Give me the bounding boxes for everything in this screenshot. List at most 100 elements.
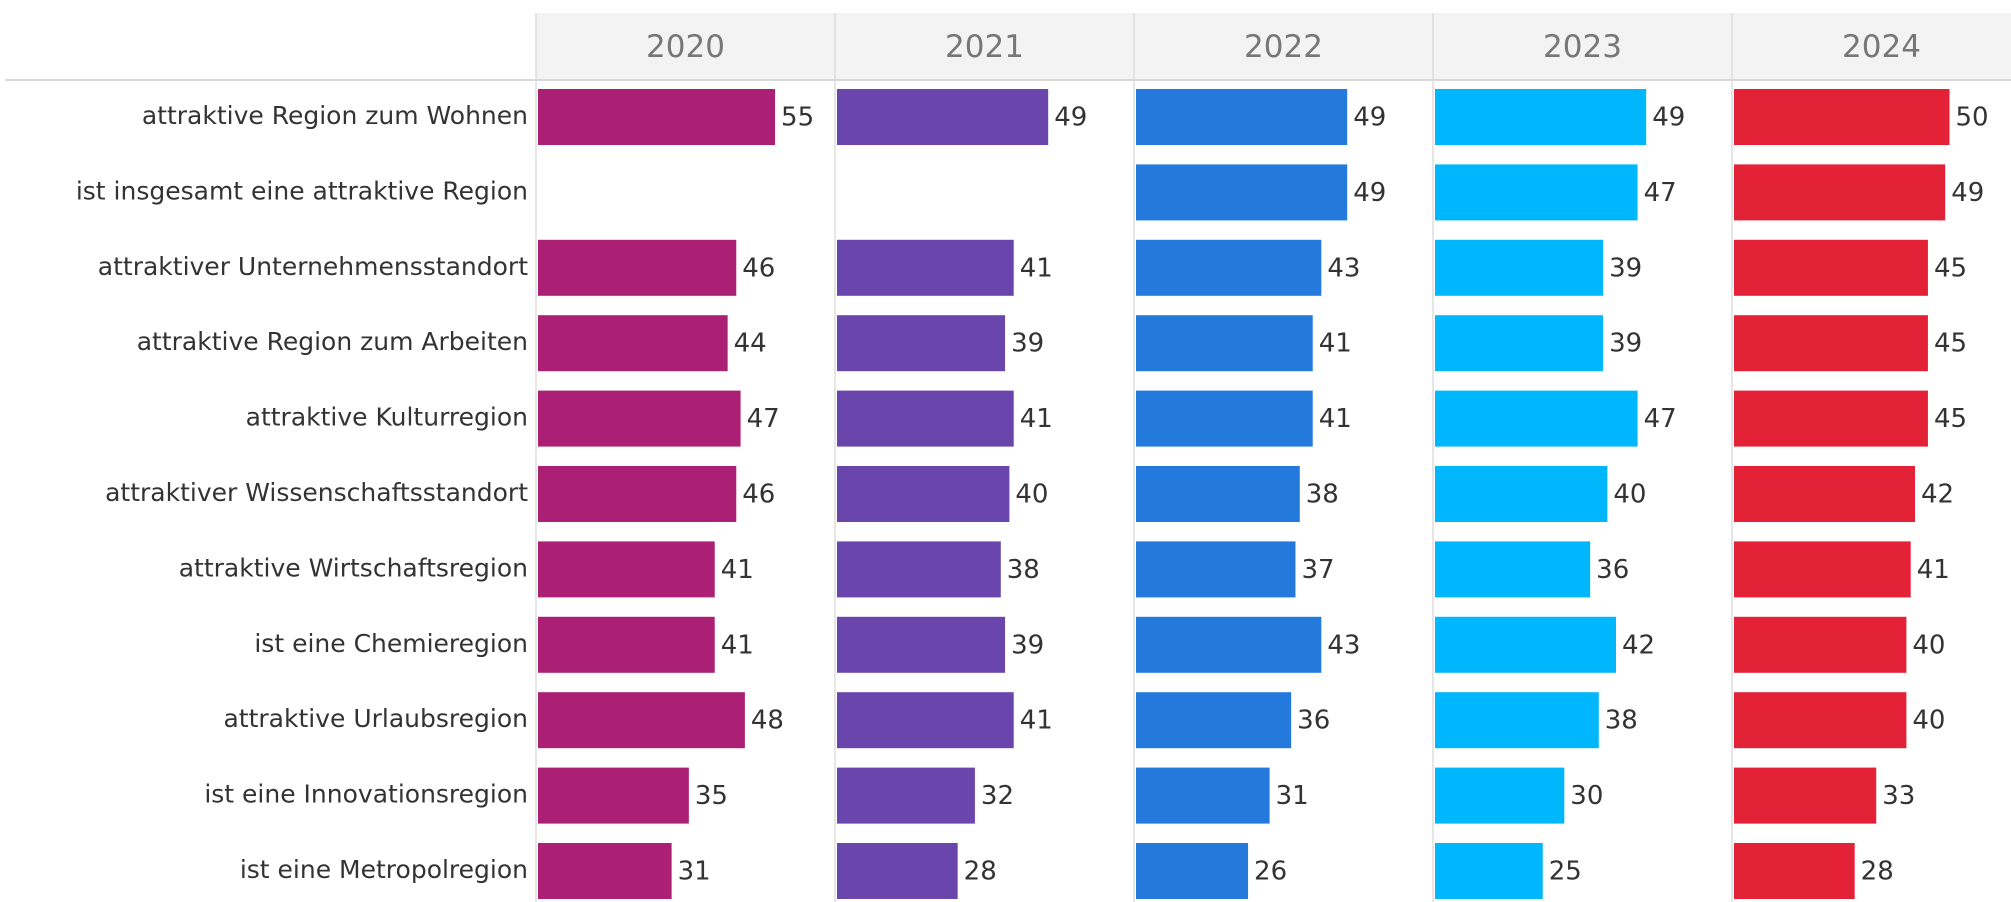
value-label: 48	[751, 706, 784, 736]
category-label: attraktive Region zum Arbeiten	[137, 327, 528, 356]
bar	[538, 315, 728, 372]
bar	[1435, 89, 1647, 145]
bar	[837, 767, 975, 824]
value-label: 33	[1882, 781, 1915, 811]
value-label: 40	[1912, 630, 1945, 660]
value-label: 26	[1254, 857, 1287, 887]
value-label: 41	[1020, 253, 1053, 283]
bar	[1734, 767, 1877, 824]
value-label: 50	[1956, 103, 1989, 133]
value-label: 45	[1934, 253, 1967, 283]
panel-header: 2021	[945, 29, 1024, 65]
bar	[1136, 616, 1322, 673]
bar	[1136, 315, 1313, 372]
bar	[1734, 239, 1928, 296]
bar	[837, 843, 958, 899]
category-label: attraktive Region zum Wohnen	[142, 101, 528, 130]
value-label: 49	[1353, 103, 1386, 133]
value-label: 41	[721, 630, 754, 660]
bar	[538, 390, 741, 447]
value-label: 40	[1613, 480, 1646, 510]
value-label: 47	[1644, 178, 1677, 208]
value-label: 39	[1609, 329, 1642, 359]
value-label: 41	[1020, 404, 1053, 434]
bar	[1435, 767, 1565, 824]
value-label: 55	[781, 103, 814, 133]
bar	[538, 89, 776, 145]
panel-header: 2020	[646, 29, 725, 65]
value-label: 41	[1319, 404, 1352, 434]
value-label: 41	[1319, 329, 1352, 359]
bar	[1435, 315, 1604, 372]
bar	[1136, 164, 1348, 221]
bar	[837, 541, 1001, 598]
panel-header: 2023	[1543, 29, 1622, 65]
panel-header: 2022	[1244, 29, 1323, 65]
bar	[1734, 692, 1907, 749]
value-label: 38	[1605, 706, 1638, 736]
bar	[1136, 466, 1300, 522]
bar	[1734, 616, 1907, 673]
category-label: ist eine Chemieregion	[254, 629, 528, 658]
bar	[1136, 239, 1322, 296]
value-label: 37	[1301, 555, 1334, 585]
bar	[1435, 239, 1604, 296]
value-label: 39	[1011, 630, 1044, 660]
category-label: attraktiver Unternehmensstandort	[98, 252, 528, 281]
bar	[538, 239, 737, 296]
bar	[538, 466, 737, 522]
bar	[1435, 616, 1617, 673]
value-label: 40	[1015, 480, 1048, 510]
value-label: 49	[1054, 103, 1087, 133]
bar	[837, 390, 1014, 447]
value-label: 49	[1652, 103, 1685, 133]
value-label: 45	[1934, 404, 1967, 434]
category-label: attraktive Urlaubsregion	[223, 704, 528, 733]
bar	[538, 616, 715, 673]
value-label: 35	[695, 781, 728, 811]
bar	[1435, 541, 1591, 598]
bar	[1136, 843, 1249, 899]
bar	[538, 541, 715, 598]
value-label: 41	[721, 555, 754, 585]
bar	[1136, 541, 1296, 598]
bar	[1734, 89, 1950, 145]
value-label: 43	[1327, 630, 1360, 660]
category-label: ist insgesamt eine attraktive Region	[76, 176, 528, 205]
bar	[837, 616, 1006, 673]
value-label: 41	[1917, 555, 1950, 585]
bar	[1435, 843, 1543, 899]
bar	[837, 692, 1014, 749]
bar	[1136, 692, 1292, 749]
value-label: 32	[981, 781, 1014, 811]
value-label: 31	[1276, 781, 1309, 811]
value-label: 46	[742, 480, 775, 510]
bar	[538, 692, 745, 749]
value-label: 30	[1570, 781, 1603, 811]
bar	[538, 843, 672, 899]
bar	[1435, 164, 1638, 221]
bar	[1734, 390, 1928, 447]
value-label: 39	[1609, 253, 1642, 283]
bar	[837, 239, 1014, 296]
header-bg	[536, 13, 2011, 80]
bar	[837, 89, 1049, 145]
value-label: 39	[1011, 329, 1044, 359]
bar	[1734, 315, 1928, 372]
bar	[538, 767, 689, 824]
category-label: ist eine Innovationsregion	[204, 780, 528, 809]
value-label: 25	[1549, 857, 1582, 887]
value-label: 49	[1353, 178, 1386, 208]
bar	[1136, 89, 1348, 145]
bar	[1734, 164, 1946, 221]
panel-header: 2024	[1842, 29, 1921, 65]
bar	[1734, 541, 1911, 598]
bar	[837, 315, 1006, 372]
value-label: 28	[964, 857, 997, 887]
value-label: 42	[1921, 480, 1954, 510]
value-label: 41	[1020, 706, 1053, 736]
category-label: attraktive Kulturregion	[246, 403, 528, 432]
value-label: 42	[1622, 630, 1655, 660]
bar	[1734, 843, 1855, 899]
